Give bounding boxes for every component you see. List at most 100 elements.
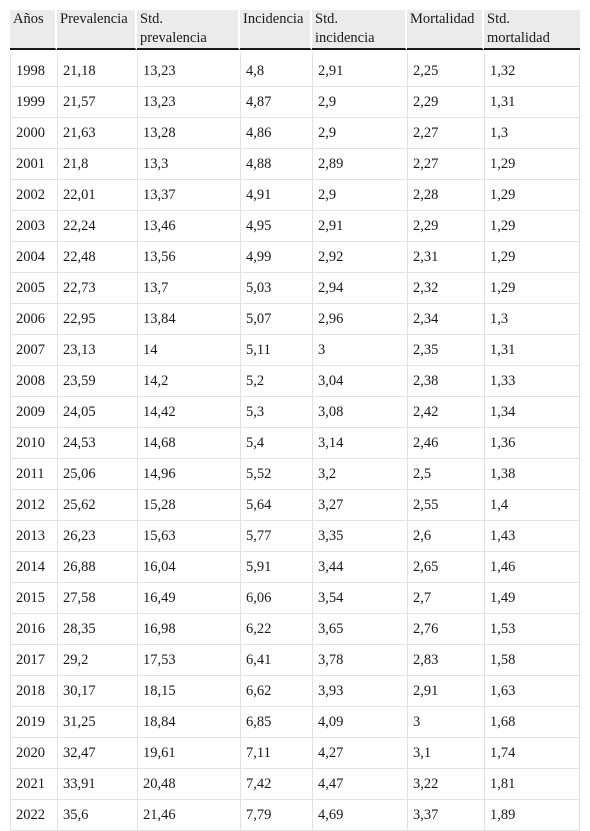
cell-std-incidencia: 2,89: [312, 149, 407, 180]
cell-incidencia: 4,99: [240, 242, 312, 273]
cell-std-prevalencia: 14,68: [137, 428, 240, 459]
cell-prevalencia: 33,91: [57, 769, 137, 800]
cell-mortalidad: 2,55: [407, 490, 484, 521]
cell-std-prevalencia: 13,84: [137, 304, 240, 335]
cell-std-prevalencia: 18,15: [137, 676, 240, 707]
cell-mortalidad: 2,32: [407, 273, 484, 304]
cell-std-incidencia: 2,94: [312, 273, 407, 304]
data-table-container: Años Prevalencia Std. prevalencia Inciden…: [10, 10, 580, 831]
cell-std-incidencia: 2,92: [312, 242, 407, 273]
cell-incidencia: 6,22: [240, 614, 312, 645]
cell-anos: 2015: [10, 583, 57, 614]
table-row: 2018 30,17 18,15 6,62 3,93 2,91 1,63: [10, 676, 580, 707]
cell-std-incidencia: 3,04: [312, 366, 407, 397]
cell-incidencia: 6,62: [240, 676, 312, 707]
cell-std-mortalidad: 1,68: [484, 707, 580, 738]
cell-std-mortalidad: 1,29: [484, 242, 580, 273]
cell-std-prevalencia: 14,96: [137, 459, 240, 490]
cell-mortalidad: 2,34: [407, 304, 484, 335]
cell-std-incidencia: 4,69: [312, 800, 407, 831]
table-row: 2001 21,8 13,3 4,88 2,89 2,27 1,29: [10, 149, 580, 180]
cell-mortalidad: 2,25: [407, 50, 484, 87]
table-body: 1998 21,18 13,23 4,8 2,91 2,25 1,32 1999 21,57 13…: [10, 50, 580, 831]
cell-std-incidencia: 3,54: [312, 583, 407, 614]
cell-mortalidad: 2,35: [407, 335, 484, 366]
cell-incidencia: 6,06: [240, 583, 312, 614]
cell-anos: 2012: [10, 490, 57, 521]
cell-prevalencia: 22,48: [57, 242, 137, 273]
cell-std-mortalidad: 1,31: [484, 87, 580, 118]
cell-std-incidencia: 3: [312, 335, 407, 366]
cell-prevalencia: 22,73: [57, 273, 137, 304]
cell-mortalidad: 2,42: [407, 397, 484, 428]
cell-std-mortalidad: 1,29: [484, 180, 580, 211]
cell-incidencia: 5,64: [240, 490, 312, 521]
table-row: 2008 23,59 14,2 5,2 3,04 2,38 1,33: [10, 366, 580, 397]
cell-std-incidencia: 3,44: [312, 552, 407, 583]
cell-prevalencia: 25,06: [57, 459, 137, 490]
cell-std-incidencia: 2,9: [312, 180, 407, 211]
table-row: 2021 33,91 20,48 7,42 4,47 3,22 1,81: [10, 769, 580, 800]
cell-std-incidencia: 2,96: [312, 304, 407, 335]
cell-std-incidencia: 4,27: [312, 738, 407, 769]
cell-std-prevalencia: 20,48: [137, 769, 240, 800]
table-row: 2019 31,25 18,84 6,85 4,09 3 1,68: [10, 707, 580, 738]
cell-std-mortalidad: 1,29: [484, 149, 580, 180]
table-row: 2022 35,6 21,46 7,79 4,69 3,37 1,89: [10, 800, 580, 831]
cell-incidencia: 4,8: [240, 50, 312, 87]
cell-anos: 2000: [10, 118, 57, 149]
cell-incidencia: 7,42: [240, 769, 312, 800]
table-row: 2010 24,53 14,68 5,4 3,14 2,46 1,36: [10, 428, 580, 459]
cell-incidencia: 5,03: [240, 273, 312, 304]
table-row: 2011 25,06 14,96 5,52 3,2 2,5 1,38: [10, 459, 580, 490]
cell-anos: 2020: [10, 738, 57, 769]
cell-incidencia: 7,11: [240, 738, 312, 769]
cell-incidencia: 4,86: [240, 118, 312, 149]
cell-incidencia: 6,41: [240, 645, 312, 676]
table-header: Años Prevalencia Std. prevalencia Inciden…: [10, 10, 580, 50]
cell-std-mortalidad: 1,33: [484, 366, 580, 397]
cell-prevalencia: 21,57: [57, 87, 137, 118]
cell-std-mortalidad: 1,32: [484, 50, 580, 87]
cell-std-mortalidad: 1,74: [484, 738, 580, 769]
cell-std-prevalencia: 16,49: [137, 583, 240, 614]
cell-std-mortalidad: 1,3: [484, 118, 580, 149]
cell-std-incidencia: 3,14: [312, 428, 407, 459]
cell-std-mortalidad: 1,58: [484, 645, 580, 676]
cell-mortalidad: 2,31: [407, 242, 484, 273]
cell-std-mortalidad: 1,49: [484, 583, 580, 614]
cell-mortalidad: 2,76: [407, 614, 484, 645]
cell-prevalencia: 23,13: [57, 335, 137, 366]
cell-std-mortalidad: 1,34: [484, 397, 580, 428]
cell-std-prevalencia: 13,28: [137, 118, 240, 149]
table-row: 2015 27,58 16,49 6,06 3,54 2,7 1,49: [10, 583, 580, 614]
table-row: 2000 21,63 13,28 4,86 2,9 2,27 1,3: [10, 118, 580, 149]
header-mortalidad: Mortalidad: [407, 10, 484, 50]
header-std-incidencia: Std. incidencia: [312, 10, 407, 50]
cell-std-prevalencia: 13,46: [137, 211, 240, 242]
header-std-mortalidad: Std. mortalidad: [484, 10, 580, 50]
cell-std-prevalencia: 14: [137, 335, 240, 366]
cell-anos: 1998: [10, 50, 57, 87]
header-prevalencia: Prevalencia: [57, 10, 137, 50]
cell-prevalencia: 24,53: [57, 428, 137, 459]
cell-incidencia: 6,85: [240, 707, 312, 738]
cell-prevalencia: 35,6: [57, 800, 137, 831]
cell-incidencia: 4,87: [240, 87, 312, 118]
cell-std-incidencia: 2,9: [312, 118, 407, 149]
data-table: Años Prevalencia Std. prevalencia Inciden…: [10, 10, 580, 831]
cell-incidencia: 5,77: [240, 521, 312, 552]
cell-std-incidencia: 3,08: [312, 397, 407, 428]
cell-mortalidad: 2,46: [407, 428, 484, 459]
cell-mortalidad: 2,5: [407, 459, 484, 490]
cell-std-prevalencia: 19,61: [137, 738, 240, 769]
cell-prevalencia: 28,35: [57, 614, 137, 645]
cell-std-prevalencia: 15,63: [137, 521, 240, 552]
cell-std-mortalidad: 1,46: [484, 552, 580, 583]
cell-mortalidad: 2,28: [407, 180, 484, 211]
cell-anos: 2013: [10, 521, 57, 552]
cell-std-mortalidad: 1,29: [484, 273, 580, 304]
cell-std-prevalencia: 17,53: [137, 645, 240, 676]
header-anos: Años: [10, 10, 57, 50]
cell-mortalidad: 2,6: [407, 521, 484, 552]
